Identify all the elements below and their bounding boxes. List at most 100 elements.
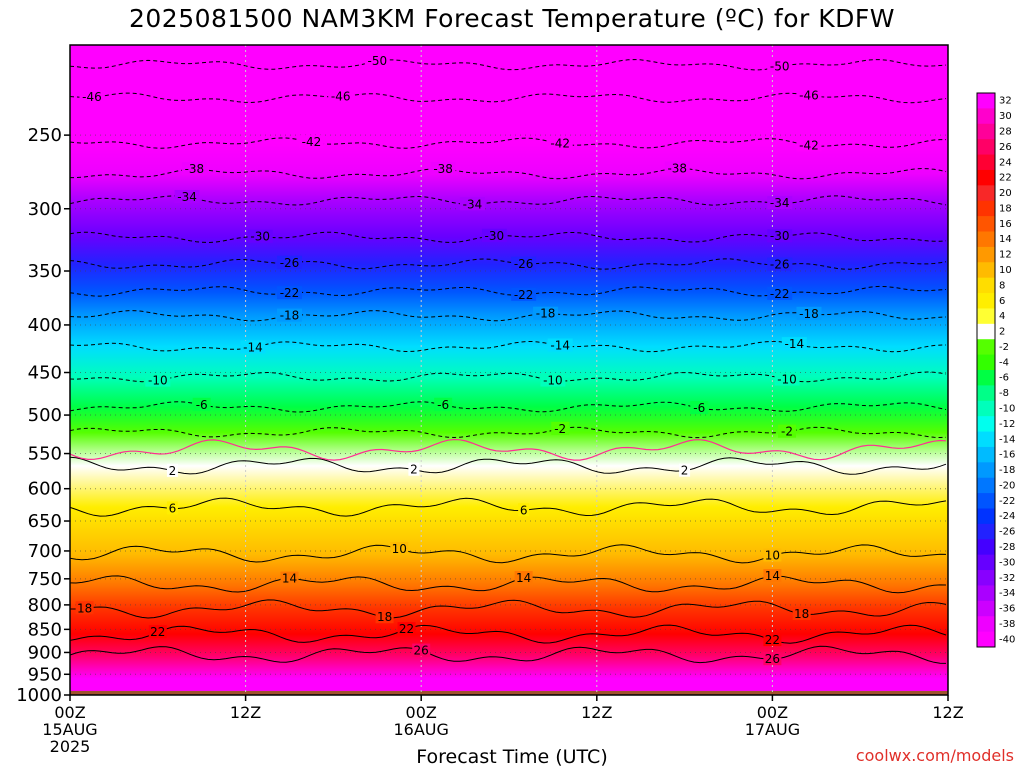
isotherm-label: 18 — [794, 607, 809, 621]
isotherm-label: 10 — [765, 548, 780, 562]
colorbar-tick-label: -20 — [999, 480, 1015, 491]
ground-layer — [70, 690, 948, 695]
isotherm-label-bg — [328, 89, 354, 103]
temperature-field — [70, 45, 948, 695]
isotherm-label: 22 — [150, 625, 165, 639]
x-tick-label: 12Z — [932, 703, 963, 722]
isotherm-labels: -50 -50 -46 -46 -46 -42 -42 -42 -38 -38 -38 -34 -34 -… — [75, 54, 822, 666]
isotherm-label-bg — [767, 286, 793, 300]
isotherm-label-bg — [540, 373, 566, 387]
isotherm-label-bg — [767, 257, 793, 271]
y-tick-label: 550 — [28, 444, 62, 465]
colorbar-swatch — [977, 293, 995, 309]
isotherm-label: -14 — [243, 340, 263, 354]
colorbar-swatch — [977, 431, 995, 448]
isotherm-label-bg — [79, 90, 105, 104]
y-tick-label: 600 — [28, 479, 62, 500]
colorbar-tick-label: -2 — [999, 342, 1009, 353]
colorbar-swatch — [977, 539, 995, 556]
isotherm-label: -34 — [770, 196, 790, 210]
isotherm-label-bg — [166, 501, 178, 515]
isotherm-label: -14 — [785, 337, 805, 351]
colorbar-swatch — [977, 262, 995, 279]
colorbar-swatch — [977, 554, 995, 571]
isotherm-label-bg — [75, 601, 94, 615]
colorbar-tick-label: -32 — [999, 573, 1015, 584]
x-tick-label: 00Z — [54, 703, 85, 722]
colorbar-swatch — [977, 277, 995, 294]
colorbar-tick-label: 18 — [999, 203, 1012, 214]
isotherm-label: 2 — [169, 464, 177, 478]
x-tick-label: 17AUG — [745, 720, 800, 739]
colorbar-tick-label: 8 — [999, 280, 1005, 291]
y-tick-label: 950 — [28, 664, 62, 685]
isotherm-label: 26 — [765, 652, 780, 666]
isotherm-label: -22 — [770, 287, 790, 301]
isotherm-label-bg — [690, 401, 709, 415]
colorbar-tick-label: 14 — [999, 234, 1012, 245]
colorbar: 32 30 28 26 24 22 20 18 16 14 12 10 8 6 4 2 -2 -4 -6 -8 -10 -… — [976, 92, 1015, 648]
isotherm-line — [69, 456, 947, 475]
isotherm-lines — [69, 58, 947, 664]
ground-surface — [70, 690, 948, 695]
isotherm-label-bg — [514, 571, 533, 585]
isotherm-label: -38 — [667, 161, 687, 175]
isotherm-line — [69, 544, 947, 564]
isotherm-label: 10 — [392, 542, 407, 556]
colorbar-swatch — [977, 154, 995, 171]
colorbar-swatch — [977, 385, 995, 402]
isotherm-label: -10 — [543, 373, 563, 387]
colorbar-swatch — [977, 323, 995, 340]
isotherm-label-bg — [679, 463, 691, 477]
isotherm-label-bg — [511, 287, 537, 301]
colorbar-swatch — [977, 354, 995, 371]
colorbar-swatch — [977, 108, 995, 125]
isotherm-label-bg — [434, 397, 453, 411]
isotherm-label-bg — [778, 424, 797, 438]
y-tick-label: 400 — [28, 315, 62, 336]
isotherm-label-bg — [763, 633, 782, 647]
colorbar-tick-label: -8 — [999, 388, 1009, 399]
isotherm-label-bg — [174, 189, 200, 203]
colorbar-swatch — [977, 600, 995, 617]
isotherm-line — [69, 426, 947, 439]
colorbar-swatch — [977, 231, 995, 248]
isotherm-label: 18 — [77, 601, 92, 615]
colorbar-tick-label: -34 — [999, 588, 1015, 599]
isotherm-label: -46 — [799, 88, 819, 102]
colorbar-swatch — [977, 631, 995, 648]
y-tick-label: 750 — [28, 569, 62, 590]
colorbar-tick-label: -22 — [999, 496, 1015, 507]
isotherm-label: -42 — [550, 137, 570, 151]
x-tick-label: 12Z — [230, 703, 261, 722]
colorbar-swatch — [977, 246, 995, 263]
isotherm-label-bg — [767, 59, 793, 73]
colorbar-tick-label: -36 — [999, 604, 1015, 615]
isotherm-label: 6 — [169, 501, 177, 515]
isotherm-label-bg — [481, 228, 507, 242]
isotherm-label: -6 — [437, 398, 449, 412]
isotherm-label: -26 — [280, 256, 300, 270]
colorbar-swatch — [977, 200, 995, 217]
colorbar-swatch — [977, 523, 995, 540]
isotherm-label-bg — [518, 503, 530, 517]
isotherm-label-bg — [397, 622, 416, 636]
colorbar-tick-label: -14 — [999, 434, 1015, 445]
y-tick-label: 250 — [28, 125, 62, 146]
colorbar-tick-label: 32 — [999, 96, 1012, 107]
colorbar-swatch — [977, 308, 995, 325]
isotherm-label-bg — [277, 308, 302, 322]
y-tick-label: 300 — [28, 199, 62, 220]
credit-link[interactable]: coolwx.com/models — [855, 746, 1014, 765]
colorbar-tick-label: -30 — [999, 557, 1015, 568]
colorbar-tick-label: -6 — [999, 373, 1009, 384]
isotherm-label-bg — [240, 340, 266, 354]
colorbar-swatch — [977, 616, 995, 633]
isotherm-label-bg — [277, 255, 302, 269]
isotherm-label: -6 — [196, 398, 208, 412]
y-tick-label: 350 — [28, 261, 62, 282]
plot-border — [69, 44, 949, 696]
isotherm-label: 26 — [414, 644, 429, 658]
isotherm-label: -34 — [463, 197, 483, 211]
